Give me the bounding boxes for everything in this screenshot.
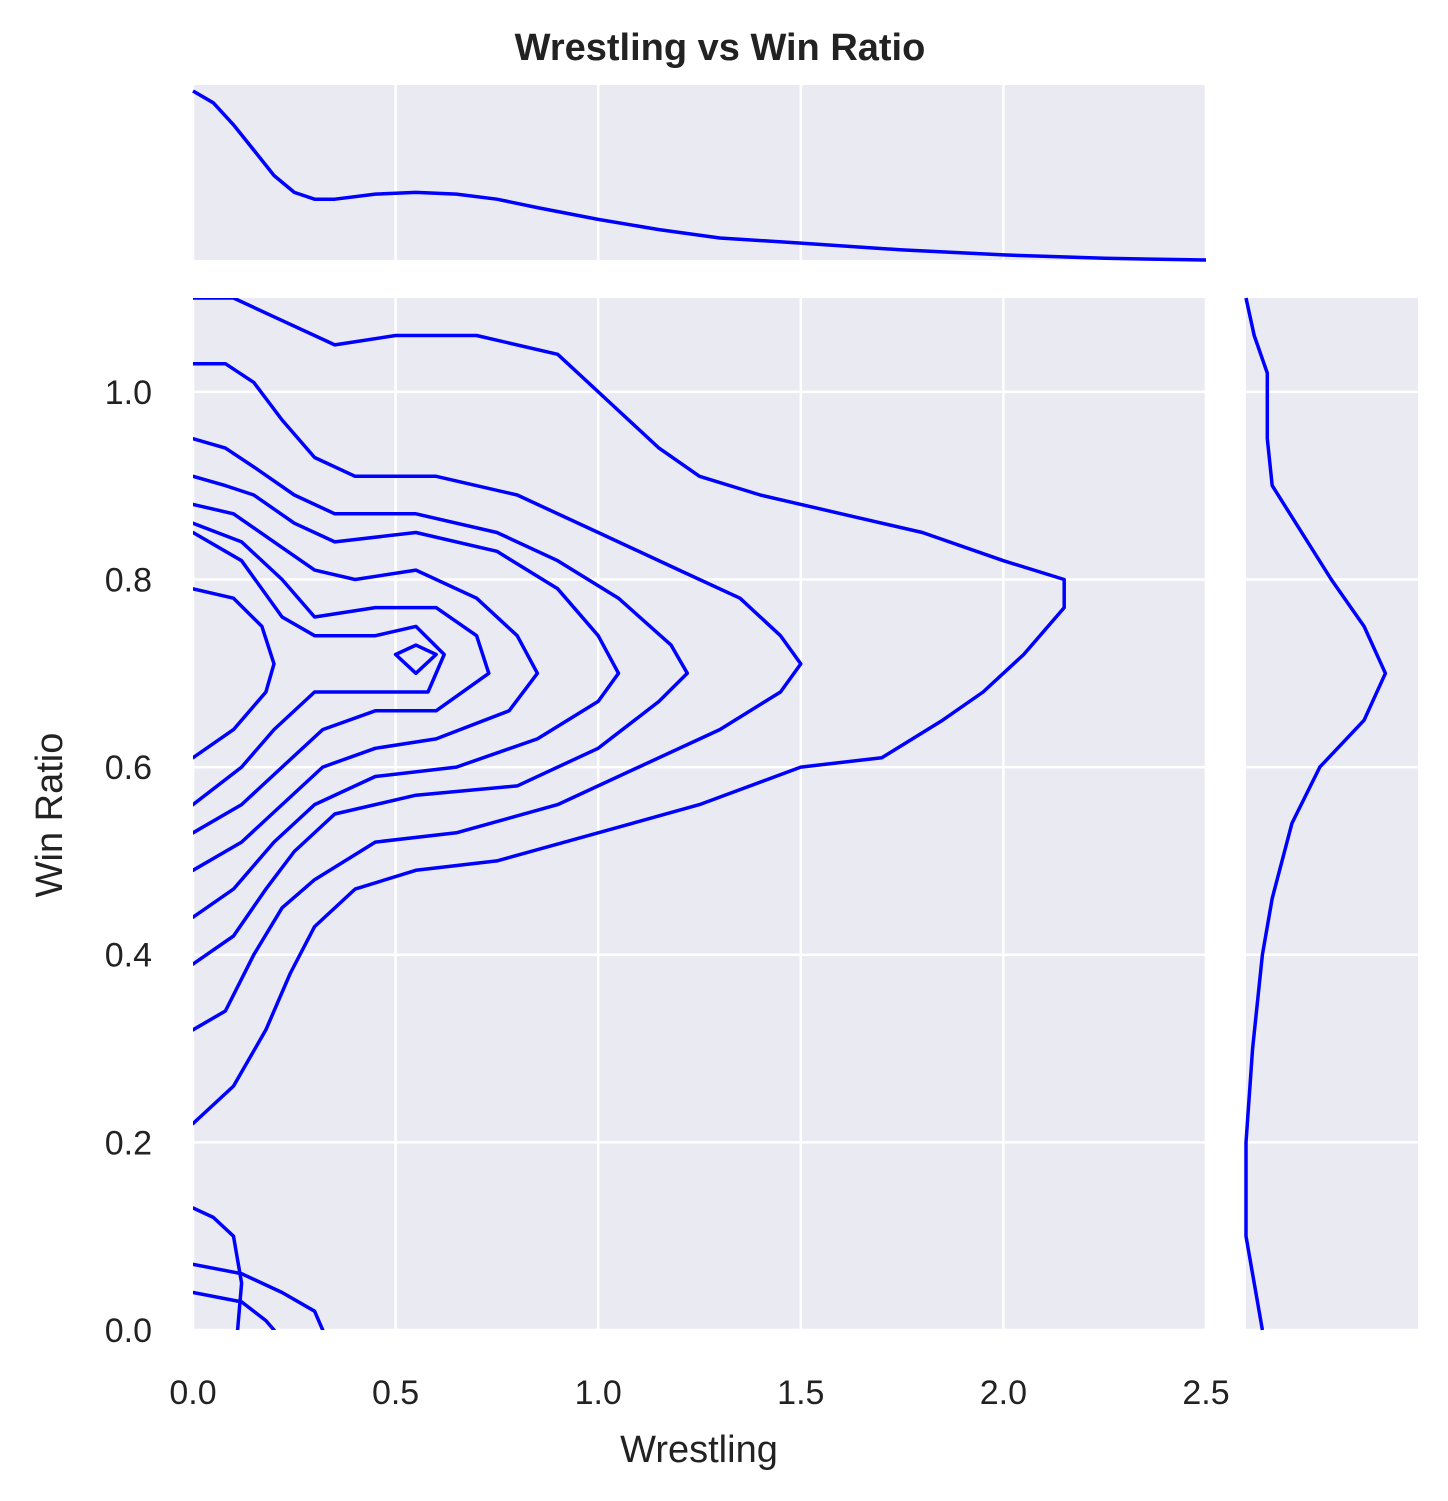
y-axis-label: Win Ratio <box>29 733 71 898</box>
kde-contour-3 <box>193 436 690 966</box>
y-tick-labels: 0.0 0.2 0.4 0.6 0.8 1.0 <box>105 374 152 1350</box>
y-tick-label: 0.8 <box>105 561 152 599</box>
kde-contour-11 <box>193 1290 276 1330</box>
y-tick-label: 0.2 <box>105 1124 152 1162</box>
y-tick-label: 0.4 <box>105 937 152 975</box>
kde-contour-5 <box>193 502 540 873</box>
kde-contour-12 <box>193 1206 244 1330</box>
x-tick-label: 1.0 <box>575 1374 622 1412</box>
x-tick-label: 2.5 <box>1182 1374 1229 1412</box>
kde-contour-4 <box>193 474 621 919</box>
main-plot-background <box>193 298 1206 1330</box>
y-tick-label: 0.6 <box>105 749 152 787</box>
y-tick-label: 0.0 <box>105 1312 152 1350</box>
x-tick-label: 0.5 <box>372 1374 419 1412</box>
marginal-y-density-line <box>1244 297 1388 1331</box>
contour-group <box>193 298 1066 1330</box>
kde-contour-10 <box>193 1262 325 1330</box>
chart-title: Wrestling vs Win Ratio <box>515 27 926 69</box>
marginal-y-panel <box>1244 297 1418 1332</box>
kde-contour-8 <box>193 587 276 760</box>
marginal-x-background <box>193 85 1206 260</box>
x-axis-label: Wrestling <box>620 1429 778 1471</box>
kde-contour-9 <box>393 643 438 676</box>
x-tick-labels: 0.0 0.5 1.0 1.5 2.0 2.5 <box>169 1374 1229 1412</box>
kde-contour-7 <box>193 530 446 807</box>
x-tick-label: 0.0 <box>169 1374 216 1412</box>
main-panel <box>191 298 1208 1332</box>
x-tick-label: 2.0 <box>980 1374 1027 1412</box>
marginal-x-panel <box>191 85 1208 262</box>
kde-contour-2 <box>193 361 803 1032</box>
x-tick-label: 1.5 <box>777 1374 824 1412</box>
kde-contour-1 <box>193 298 1066 1126</box>
marginal-y-background <box>1246 298 1418 1330</box>
y-tick-label: 1.0 <box>105 374 152 412</box>
marginal-x-density-line <box>192 89 1207 262</box>
kde-contour-6 <box>193 521 491 835</box>
